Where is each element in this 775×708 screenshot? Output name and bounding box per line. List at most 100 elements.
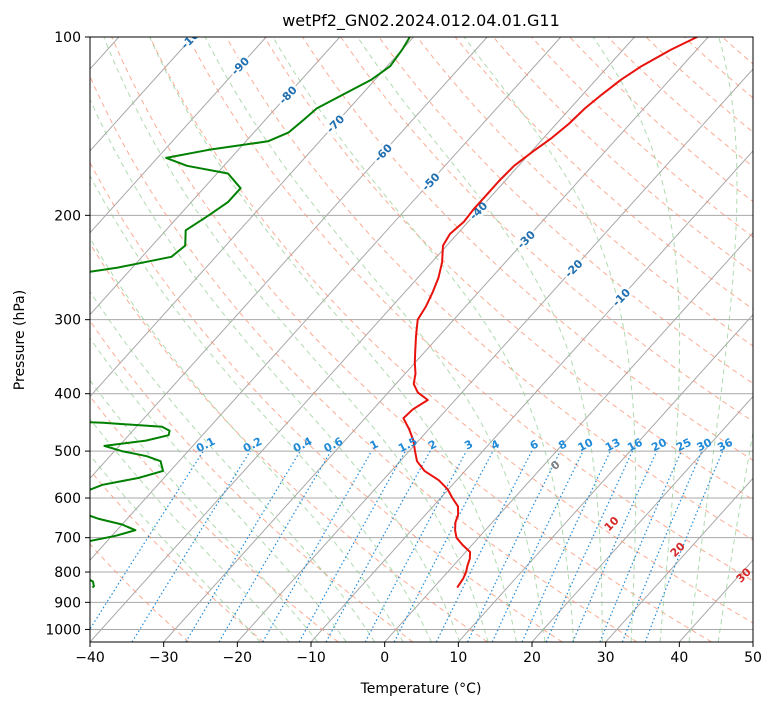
- x-tick-label: 50: [744, 650, 762, 666]
- moist-adiabat-line: [717, 430, 753, 642]
- x-tick-label: −30: [149, 650, 179, 666]
- isotherm-line: [90, 37, 635, 642]
- mixing-ratio-lines: [90, 450, 724, 642]
- moist-adiabat-line: [357, 37, 603, 642]
- y-tick-label: 700: [54, 531, 81, 547]
- dry-adiabat-line: [378, 37, 753, 384]
- x-tick-label: 0: [380, 650, 389, 666]
- dry-adiabat-line: [645, 37, 753, 133]
- x-tick-label: 10: [449, 650, 467, 666]
- dry-adiabat-line: [683, 37, 753, 99]
- dry-adiabat-line: [340, 37, 753, 423]
- mixing-ratio-line: [298, 450, 406, 642]
- dry-label-bg: [321, 110, 349, 138]
- isobar-lines: [90, 37, 753, 630]
- temperature-line: [402, 37, 698, 589]
- mixing-ratio-label: 2: [426, 437, 439, 452]
- moist-adiabat-line: [90, 237, 404, 642]
- dry-label-bg: [512, 226, 540, 253]
- x-tick-label: −10: [296, 650, 326, 666]
- mixing-ratio-label: 25: [674, 436, 694, 455]
- mixing-ratio-label: 3: [462, 437, 475, 452]
- mixing-ratio-line: [185, 450, 301, 642]
- dry-adiabat-line: [264, 37, 753, 501]
- isotherm-line: [90, 37, 488, 480]
- isotherm-line: [605, 477, 753, 642]
- dry-adiabat-line: [90, 75, 638, 642]
- isotherm-line: [236, 68, 753, 642]
- moist-adiabat-line: [272, 37, 575, 642]
- moist-adiabat-line: [90, 98, 461, 642]
- mixing-ratio-label: 0.6: [322, 435, 346, 456]
- dry-label-bg: [464, 197, 492, 224]
- moist-adiabat-line: [90, 379, 319, 642]
- dry-adiabat-line: [225, 37, 753, 541]
- x-tick-label: −40: [75, 650, 105, 666]
- isotherm-line: [531, 395, 753, 642]
- moist-adiabat-line: [90, 174, 432, 642]
- moist-adiabat-line: [90, 290, 376, 642]
- mixing-ratio-label: 30: [695, 436, 715, 455]
- y-tick-label: 1000: [45, 622, 81, 638]
- y-tick-label: 300: [54, 313, 81, 329]
- dry-adiabat-line: [90, 242, 488, 642]
- dry-adiabats: [90, 37, 753, 642]
- mixing-ratio-line: [572, 450, 658, 642]
- isotherm-line: [90, 37, 193, 152]
- moist-adiabat-line: [90, 454, 261, 642]
- dry-label-bg: [369, 139, 397, 167]
- moist-adiabat-line: [204, 37, 546, 642]
- plot-frame: [89, 36, 754, 643]
- x-tick-label: 20: [523, 650, 541, 666]
- mixing-ratio-line: [466, 450, 561, 642]
- mixing-ratio-line: [521, 450, 611, 642]
- x-axis-title: Temperature (°C): [360, 681, 482, 697]
- isotherm-line: [90, 37, 414, 398]
- mixing-ratio-line: [491, 450, 584, 642]
- mixing-ratio-line: [218, 450, 332, 642]
- x-tick-label: 40: [670, 650, 688, 666]
- mixing-ratio-line: [325, 450, 431, 642]
- y-axis: 100 200 300 400 500 600 700 800 900 1000: [45, 30, 90, 638]
- mixing-ratio-line: [262, 450, 373, 642]
- moist-adiabat-line: [592, 37, 681, 642]
- mixing-ratio-label: 0.1: [194, 435, 217, 455]
- mixing-ratio-label: 36: [715, 436, 735, 455]
- dry-adiabat-line: [416, 37, 753, 347]
- mixing-ratio-label: 4: [489, 437, 502, 452]
- dry-adiabat-line: [90, 543, 190, 642]
- y-tick-label: 800: [54, 565, 81, 581]
- dry-adiabat-line: [607, 37, 753, 168]
- y-tick-label: 600: [54, 491, 81, 507]
- mixing-ratio-label: 13: [603, 436, 623, 455]
- dry-adiabat-line: [90, 161, 563, 642]
- dry-label-bg: [607, 283, 635, 311]
- dry-label-bg: [417, 168, 445, 196]
- dry-adiabat-line: [90, 320, 414, 642]
- moist-adiabat-line: [149, 37, 517, 642]
- x-axis: −40 −30 −20 −10 0 10 20 30 40 50: [75, 642, 762, 666]
- y-tick-label: 100: [54, 30, 81, 46]
- dry-adiabat-line: [90, 469, 264, 642]
- dry-adiabat-line: [302, 37, 753, 461]
- isotherm-line: [457, 313, 753, 642]
- mixing-ratio-labels: 0.1 0.2 0.4 0.6 1 1.5 2 3 4 6 8 10 13 16 20 25 30 36: [194, 435, 735, 456]
- moist-adiabats: [90, 37, 753, 642]
- dry-adiabat-line: [569, 37, 753, 203]
- isotherm-line: [90, 37, 341, 316]
- dry-label-bg: [274, 81, 302, 109]
- mixing-ratio-line: [621, 450, 703, 642]
- dry-adiabat-line: [111, 37, 712, 642]
- mixing-ratio-line: [599, 450, 682, 642]
- dry-label-bg: [560, 254, 588, 282]
- mixing-ratio-line: [364, 450, 467, 642]
- isotherm-line: [384, 231, 753, 642]
- moist-adiabat-line: [688, 37, 738, 642]
- dry-adiabat-line: [149, 37, 753, 624]
- y-tick-label: 500: [54, 444, 81, 460]
- mixing-ratio-label: 1: [368, 437, 381, 452]
- isotherm-line: [163, 37, 709, 642]
- moist-adiabat-line: [103, 37, 489, 642]
- mixing-ratio-line: [545, 450, 634, 642]
